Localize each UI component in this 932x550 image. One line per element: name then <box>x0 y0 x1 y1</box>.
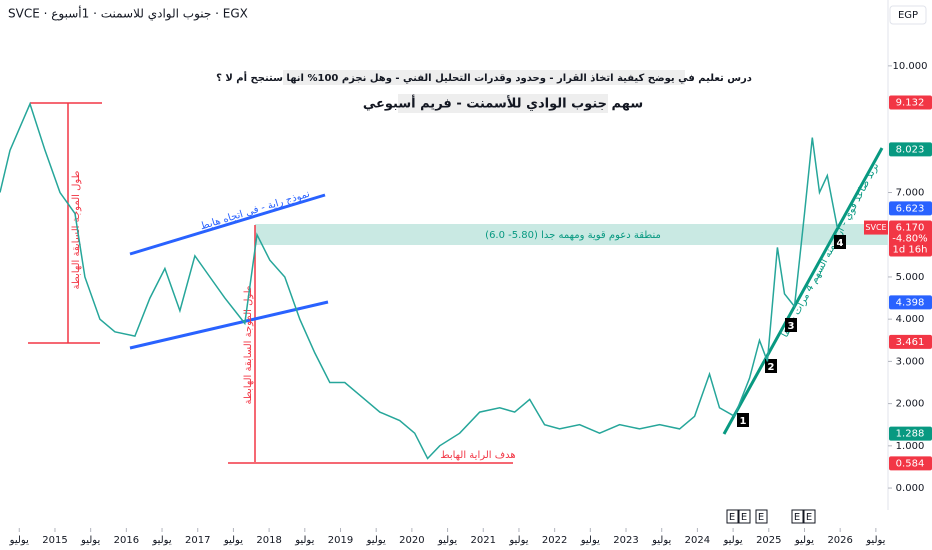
event-box <box>803 509 816 524</box>
x-tick-label: يوليو <box>865 535 885 546</box>
title: درس تعليم في يوضح كيفية اتخاذ القرار - و… <box>216 71 752 84</box>
x-tick-label: 2018 <box>256 535 281 546</box>
x-tick-label: يوليو <box>437 535 457 546</box>
last-price: 6.170 <box>896 223 925 234</box>
currency: EGP <box>898 10 918 21</box>
price-label: 1.288 <box>896 429 925 440</box>
marker-box <box>834 235 846 249</box>
last-price-bg <box>889 220 932 257</box>
subtitle: سهم جنوب الوادي للأسمنت - فريم أسبوعي <box>363 95 643 112</box>
x-tick-label: 2024 <box>685 535 710 546</box>
touch-markers: 1 2 3 4 <box>737 235 846 427</box>
annotation: طول الموجة السابقة الهابطة <box>71 170 82 289</box>
marker: 3 <box>788 321 795 332</box>
annotation: هدف الراية الهابط <box>440 450 515 461</box>
x-tick-label: يوليو <box>508 535 528 546</box>
symbol-tag <box>864 220 888 235</box>
price-label-bg <box>889 456 932 471</box>
price-label-bg <box>889 95 932 110</box>
y-tick-label: 10.000 <box>893 61 928 72</box>
marker-box <box>765 359 777 373</box>
x-tick-label: يوليو <box>80 535 100 546</box>
price-label-bg <box>889 295 932 310</box>
event: E <box>729 512 735 523</box>
x-tick-label: يوليو <box>580 535 600 546</box>
price-label: 9.132 <box>896 98 925 109</box>
currency-box <box>889 5 927 25</box>
price-label-bg <box>889 426 932 441</box>
marker-box <box>737 413 749 427</box>
price-label: 6.623 <box>896 203 925 214</box>
x-tick-label: يوليو <box>794 535 814 546</box>
event: E <box>806 512 812 523</box>
events: E E E E E <box>726 509 816 524</box>
title-bg <box>283 70 685 85</box>
marker: 4 <box>837 238 844 249</box>
x-tick-label: 2022 <box>542 535 567 546</box>
price-label: 4.398 <box>896 297 925 308</box>
price-line <box>0 101 839 460</box>
event-box <box>791 509 804 524</box>
y-tick-label: 3.000 <box>896 356 925 367</box>
y-tick-label: 2.000 <box>896 399 925 410</box>
x-tick-label: يوليو <box>294 535 314 546</box>
y-tick-label: 7.000 <box>896 188 925 199</box>
support-zone <box>255 224 888 245</box>
x-tick-label: 2019 <box>328 535 353 546</box>
last-change: -4.80% <box>892 234 927 245</box>
marker: 1 <box>740 416 747 427</box>
price-label-bg <box>889 142 932 157</box>
x-tick-label: يوليو <box>151 535 171 546</box>
event: E <box>758 512 764 523</box>
event-box <box>738 509 751 524</box>
drawing <box>129 193 326 256</box>
symbol: SVCE · جنوب الوادي للاسمنت · 1أسبوع · EG… <box>8 6 248 22</box>
event-box <box>726 509 739 524</box>
y-tick-label: 0.000 <box>896 483 925 494</box>
symbol-tag-text: SVCE <box>865 223 886 232</box>
x-tick-label: 2026 <box>827 535 852 546</box>
price-label-bg <box>889 201 932 216</box>
event-box <box>755 509 768 524</box>
price-label: 3.461 <box>896 337 925 348</box>
countdown: 1d 16h <box>893 245 928 256</box>
marker-box <box>785 318 797 332</box>
x-tick-label: يوليو <box>723 535 743 546</box>
annotation: طول الموجة السابقة الهابطة <box>243 285 254 404</box>
drawing <box>722 147 884 435</box>
y-tick-label: 4.000 <box>896 314 925 325</box>
y-tick-label: 1.000 <box>896 441 925 452</box>
x-tick-label: يوليو <box>366 535 386 546</box>
x-tick-label: 2017 <box>185 535 210 546</box>
y-tick-label: 5.000 <box>896 272 925 283</box>
x-tick-label: يوليو <box>223 535 243 546</box>
annotation: منطقة دعوم قوية ومهمه جدا (5.80- 6.0) <box>485 230 661 241</box>
price-label: 8.023 <box>896 144 925 155</box>
subtitle-bg <box>398 94 608 113</box>
annotation: ترند صاعد قوي - ارتد منه السهم 4 مرات سا… <box>780 161 882 340</box>
x-tick-label: 2023 <box>613 535 638 546</box>
marker: 2 <box>768 362 775 373</box>
x-tick-label: يوليو <box>651 535 671 546</box>
x-tick-label: يوليو <box>9 535 29 546</box>
x-tick-label: 2020 <box>399 535 424 546</box>
x-tick-label: 2021 <box>471 535 496 546</box>
drawing <box>129 300 329 350</box>
event: E <box>794 512 800 523</box>
x-tick-label: 2016 <box>114 535 139 546</box>
x-tick-label: 2025 <box>756 535 781 546</box>
event: E <box>741 512 747 523</box>
x-tick-label: 2015 <box>42 535 67 546</box>
price-label: 0.584 <box>896 458 925 469</box>
price-label-bg <box>889 334 932 349</box>
